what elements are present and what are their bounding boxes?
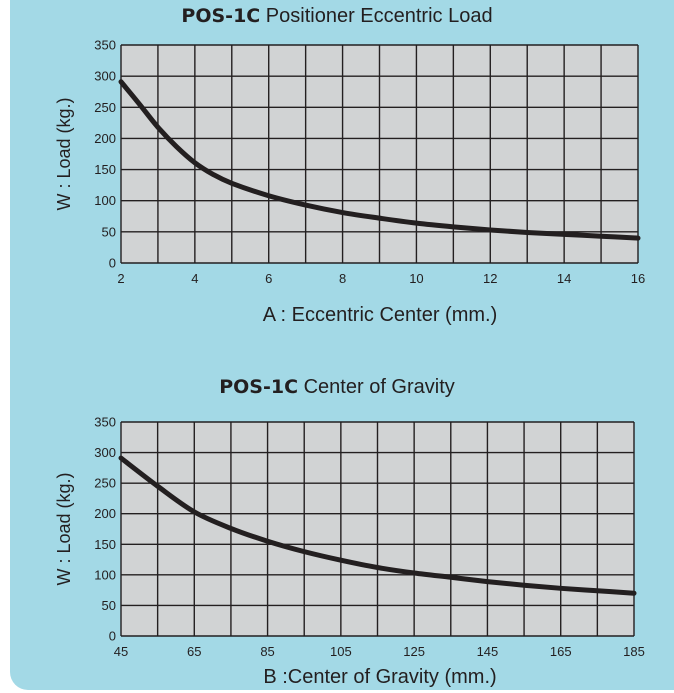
chart-2-x-tick-label: 165 xyxy=(550,644,572,659)
chart-1-x-tick-label: 4 xyxy=(191,271,198,286)
chart-1-x-tick-label: 10 xyxy=(409,271,423,286)
chart-2-y-tick-label: 350 xyxy=(94,415,116,430)
chart-2-x-tick-label: 185 xyxy=(623,644,645,659)
chart-1-y-tick-label: 150 xyxy=(94,162,116,177)
chart-1-title: POS-1C Positioner Eccentric Load xyxy=(0,5,674,28)
chart-1-y-tick-label: 0 xyxy=(109,256,116,271)
chart-2-x-axis-label: B :Center of Gravity (mm.) xyxy=(263,666,497,688)
chart-1-y-tick-label: 50 xyxy=(102,224,116,239)
chart-2-x-tick-label: 145 xyxy=(477,644,499,659)
chart-2-title-model: POS-1C xyxy=(219,376,299,398)
chart-2-x-tick-label: 45 xyxy=(114,644,128,659)
chart-1-y-tick-label: 250 xyxy=(94,100,116,115)
chart-1-y-tick-label: 300 xyxy=(94,69,116,84)
chart-2-y-tick-label: 250 xyxy=(94,476,116,491)
chart-1-y-tick-label: 100 xyxy=(94,193,116,208)
chart-1-x-axis-label: A : Eccentric Center (mm.) xyxy=(262,304,498,326)
chart-1-x-tick-label: 8 xyxy=(339,271,346,286)
chart-1-x-tick-label: 16 xyxy=(631,271,645,286)
chart-2-x-tick-label: 105 xyxy=(330,644,352,659)
chart-1-x-tick-label: 6 xyxy=(265,271,272,286)
chart-2-y-tick-label: 100 xyxy=(94,567,116,582)
chart-2-y-tick-label: 50 xyxy=(102,598,116,613)
chart-2-x-tick-label: 85 xyxy=(260,644,274,659)
chart-2-x-tick-label: 125 xyxy=(403,644,425,659)
chart-2-title: POS-1C Center of Gravity xyxy=(0,376,674,399)
chart-1-x-tick-label: 12 xyxy=(483,271,497,286)
chart-2-x-tick-label: 65 xyxy=(187,644,201,659)
chart-2-svg: 0 50 100 150 200 250 300 350 45 65 85 105 125 145 165 1… xyxy=(54,415,645,660)
chart-2-title-text: Center of Gravity xyxy=(298,376,455,398)
chart-2-y-tick-label: 300 xyxy=(94,445,116,460)
chart-1-x-tick-label: 14 xyxy=(557,271,571,286)
chart-1-y-tick-label: 200 xyxy=(94,131,116,146)
chart-1-y-tick-label: 350 xyxy=(94,38,116,53)
chart-2-y-tick-label: 0 xyxy=(109,629,116,644)
chart-1-series-line-1 xyxy=(118,79,641,241)
chart-1-x-tick-label: 2 xyxy=(117,271,124,286)
chart-1-title-model: POS-1C xyxy=(181,5,261,27)
chart-2-y-tick-label: 200 xyxy=(94,506,116,521)
chart-1-svg: 0 50 100 150 200 250 300 350 2 4 6 8 10 12 14 16 W : Loa… xyxy=(54,38,645,287)
chart-2-y-axis-label: W : Load (kg.) xyxy=(54,472,74,585)
chart-1-title-text: Positioner Eccentric Load xyxy=(260,5,493,27)
chart-2-y-tick-label: 150 xyxy=(94,537,116,552)
chart-2-series-line-1 xyxy=(118,455,637,596)
chart-1-y-axis-label: W : Load (kg.) xyxy=(54,97,74,210)
